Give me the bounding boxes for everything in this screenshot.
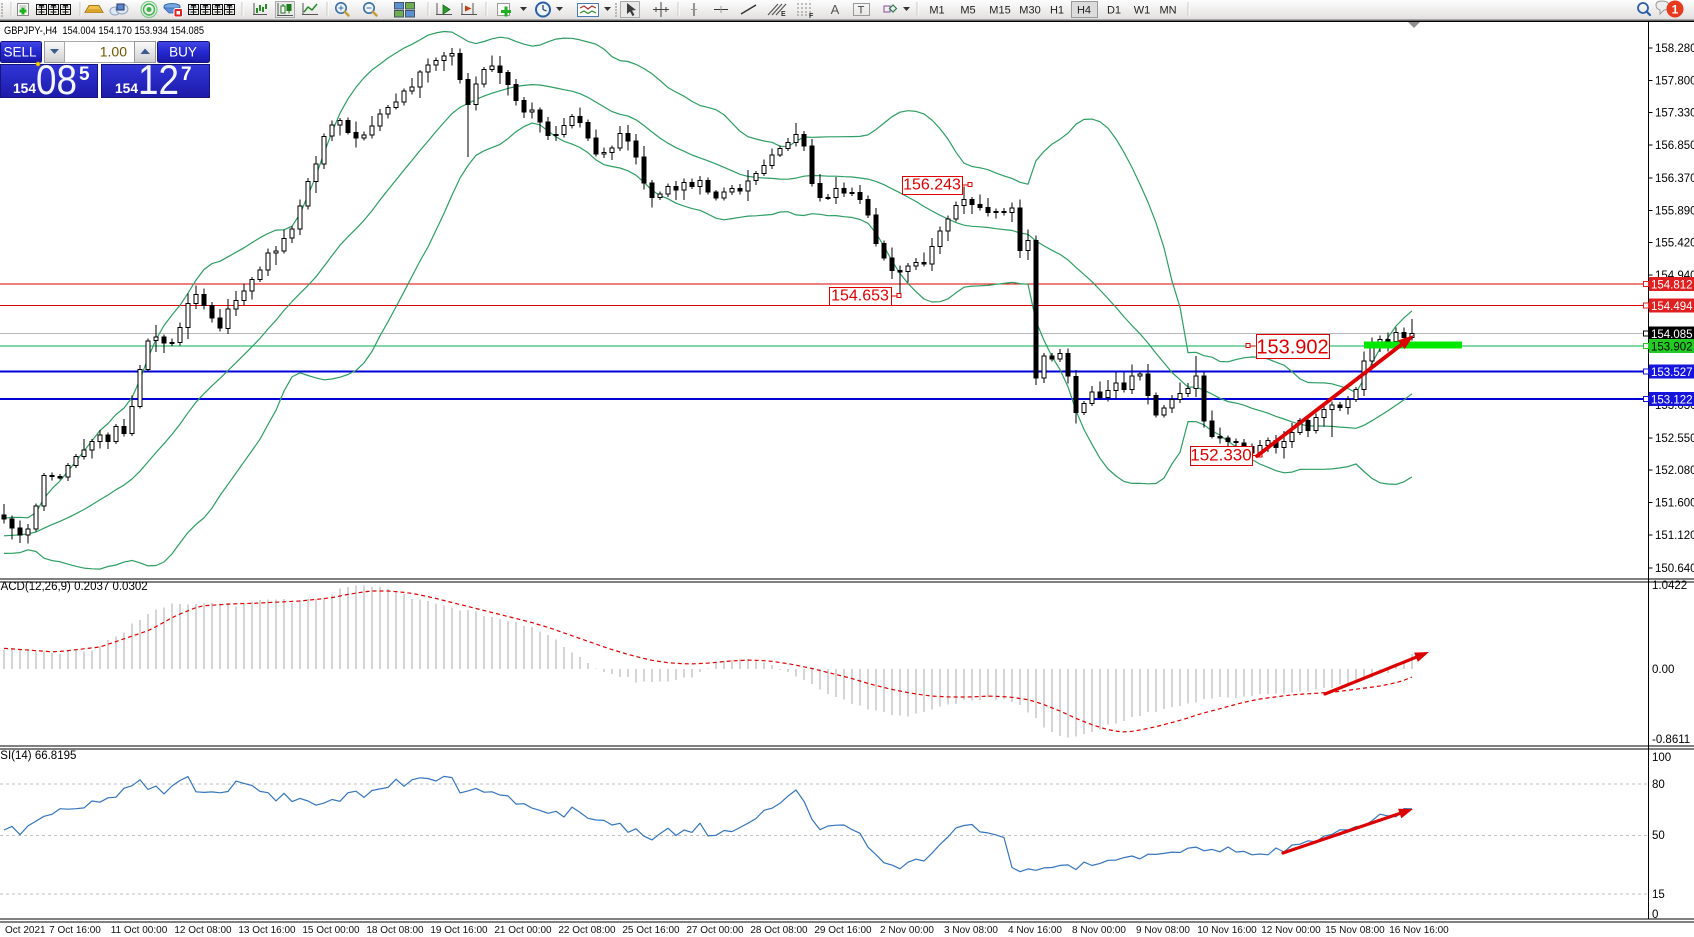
svg-text:25 Oct 16:00: 25 Oct 16:00 [622,925,680,936]
svg-text:152.080: 152.080 [1655,465,1694,477]
svg-text:22 Oct 08:00: 22 Oct 08:00 [558,925,616,936]
svg-text:152.330: 152.330 [1190,446,1251,465]
svg-text:156.850: 156.850 [1655,140,1694,152]
svg-text:3 Nov 08:00: 3 Nov 08:00 [944,925,998,936]
svg-text:4 Nov 16:00: 4 Nov 16:00 [1008,925,1062,936]
svg-text:7 Oct 16:00: 7 Oct 16:00 [49,925,101,936]
svg-text:08: 08 [36,56,77,103]
svg-text:27 Oct 00:00: 27 Oct 00:00 [686,925,744,936]
svg-text:18 Oct 08:00: 18 Oct 08:00 [366,925,424,936]
svg-text:100: 100 [1652,752,1671,764]
svg-text:F: F [809,13,814,20]
svg-text:153.122: 153.122 [1651,394,1693,406]
svg-text:0.00: 0.00 [1652,664,1674,676]
svg-text:RSI(14) 66.8195: RSI(14) 66.8195 [0,750,76,762]
svg-text:19 Oct 16:00: 19 Oct 16:00 [430,925,488,936]
svg-text:151.600: 151.600 [1655,498,1694,510]
svg-text:M30: M30 [1019,5,1040,17]
svg-text:1.00: 1.00 [100,44,127,60]
svg-text:5: 5 [79,64,90,85]
svg-text:80: 80 [1652,779,1665,791]
svg-text:158.280: 158.280 [1655,43,1694,55]
svg-text:154.812: 154.812 [1651,279,1693,291]
svg-text:28 Oct 08:00: 28 Oct 08:00 [750,925,808,936]
svg-text:12 Oct 08:00: 12 Oct 08:00 [174,925,232,936]
svg-text:1: 1 [1672,3,1679,17]
svg-text:MACD(12,26,9) 0.2037 0.0302: MACD(12,26,9) 0.2037 0.0302 [0,581,148,593]
svg-text:157.800: 157.800 [1655,76,1694,88]
svg-text:9 Nov 08:00: 9 Nov 08:00 [1136,925,1190,936]
svg-text:11 Oct 00:00: 11 Oct 00:00 [111,925,168,936]
svg-text:10 Nov 16:00: 10 Nov 16:00 [1197,925,1257,936]
svg-text:T: T [858,5,865,17]
svg-text:D1: D1 [1107,5,1121,17]
svg-text:29 Oct 16:00: 29 Oct 16:00 [814,925,872,936]
svg-text:0: 0 [1652,909,1658,921]
svg-text:1.0422: 1.0422 [1652,580,1687,592]
svg-text:W1: W1 [1134,5,1151,17]
svg-text:Oct 2021: Oct 2021 [5,925,46,936]
svg-text:154: 154 [115,80,138,96]
svg-text:151.120: 151.120 [1655,530,1694,542]
svg-text:12: 12 [138,56,179,103]
svg-text:MN: MN [1159,5,1176,17]
svg-text:SELL: SELL [3,45,37,60]
svg-text:-0.8611: -0.8611 [1652,734,1690,746]
svg-text:15 Oct 00:00: 15 Oct 00:00 [302,925,360,936]
svg-text:155.420: 155.420 [1655,238,1694,250]
svg-text:153.527: 153.527 [1651,367,1693,379]
svg-text:154.494: 154.494 [1651,301,1693,313]
svg-text:E: E [781,11,786,18]
svg-text:152.550: 152.550 [1655,433,1694,445]
svg-text:154: 154 [13,80,36,96]
svg-text:156.370: 156.370 [1655,173,1694,185]
svg-text:M15: M15 [989,5,1010,17]
svg-text:2 Nov 00:00: 2 Nov 00:00 [880,925,934,936]
svg-text:156.243: 156.243 [903,177,961,194]
svg-text:12 Nov 00:00: 12 Nov 00:00 [1261,925,1321,936]
svg-text:13 Oct 16:00: 13 Oct 16:00 [238,925,296,936]
svg-text:50: 50 [1652,830,1665,842]
svg-text:M1: M1 [929,5,944,17]
svg-text:154.653: 154.653 [831,288,889,305]
svg-text:A: A [831,2,840,17]
svg-text:H1: H1 [1050,5,1064,17]
svg-text:21 Oct 00:00: 21 Oct 00:00 [494,925,552,936]
svg-text:153.902: 153.902 [1651,341,1693,353]
svg-text:16 Nov 16:00: 16 Nov 16:00 [1389,925,1449,936]
svg-text:H4: H4 [1077,5,1091,17]
svg-text:8 Nov 00:00: 8 Nov 00:00 [1072,925,1126,936]
svg-text:7: 7 [181,64,192,85]
svg-text:M5: M5 [960,5,975,17]
svg-text:153.902: 153.902 [1256,337,1328,359]
svg-text:157.330: 157.330 [1655,108,1694,120]
svg-text:154.085: 154.085 [1651,329,1693,341]
svg-text:BUY: BUY [169,45,197,60]
svg-text:GBPJPY-,H4 154.004 154.170 15: GBPJPY-,H4 154.004 154.170 153.934 154.0… [4,25,204,37]
svg-text:150.640: 150.640 [1655,563,1694,575]
svg-text:155.890: 155.890 [1655,206,1694,218]
svg-text:15: 15 [1652,889,1665,901]
svg-text:15 Nov 08:00: 15 Nov 08:00 [1325,925,1385,936]
